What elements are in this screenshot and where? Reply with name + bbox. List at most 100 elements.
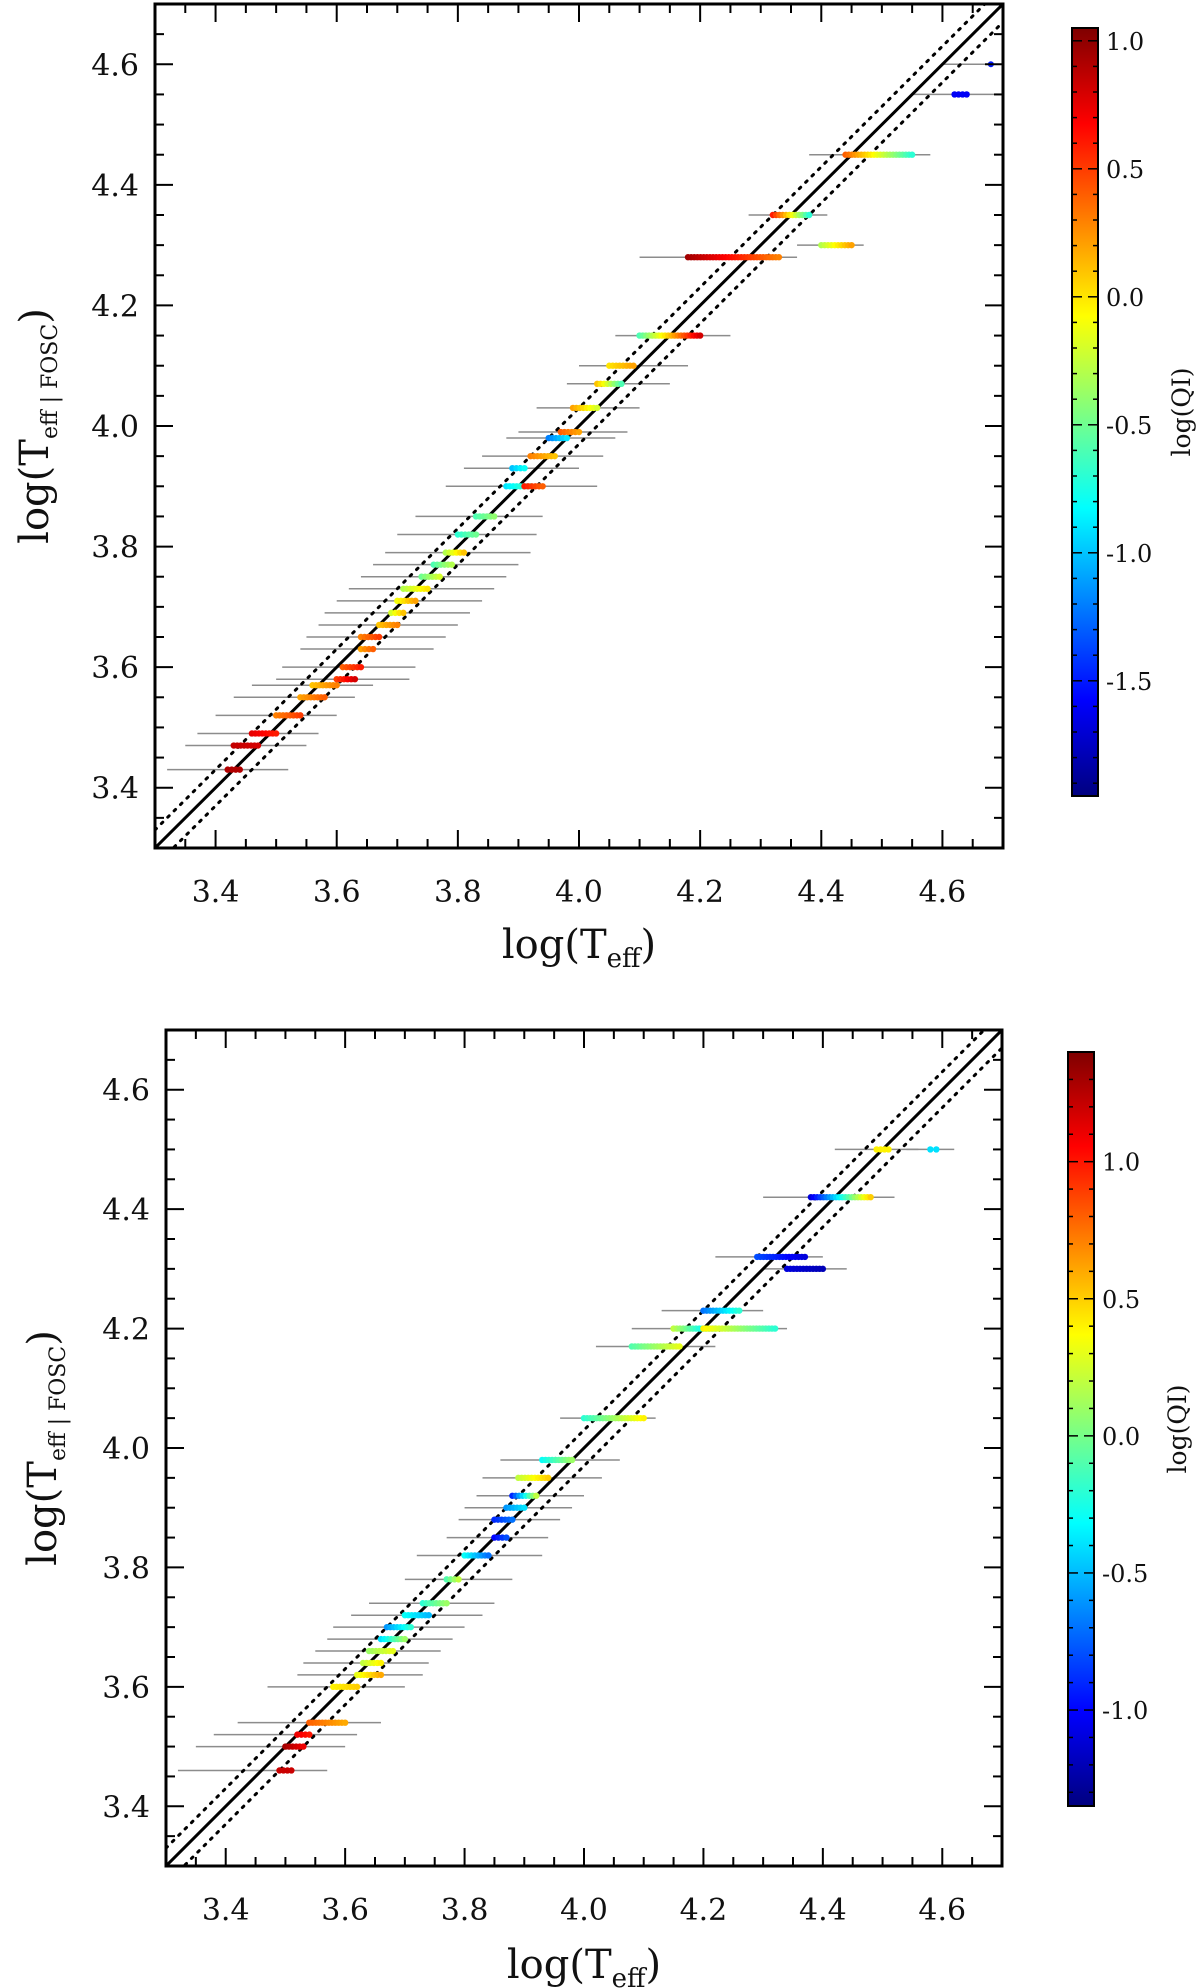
data-point bbox=[539, 483, 546, 490]
colorbar-tick-label: 0.5 bbox=[1102, 1286, 1140, 1314]
colorbar: 1.0 0.5 0.0 -0.5 -1.0 -1.5 log(QI) bbox=[1071, 27, 1196, 797]
colorbar: 1.0 0.5 0.0 -0.5 -1.0 log(QI) bbox=[1067, 1051, 1192, 1807]
data-point bbox=[353, 1683, 361, 1691]
data-point bbox=[455, 1576, 462, 1583]
x-tick-label: 3.8 bbox=[434, 875, 482, 910]
data-point bbox=[272, 730, 280, 737]
data-point bbox=[407, 1623, 415, 1631]
x-axis-label-close: ) bbox=[641, 922, 657, 968]
x-tick-label: 4.6 bbox=[918, 1893, 966, 1928]
y-tick-label: 4.6 bbox=[102, 1074, 150, 1109]
data-point bbox=[351, 676, 359, 683]
data-point bbox=[425, 1612, 432, 1619]
data-point bbox=[509, 1516, 516, 1523]
x-tick-label: 4.0 bbox=[560, 1893, 608, 1928]
colorbar-tick-label: 0.0 bbox=[1106, 284, 1144, 312]
data-point bbox=[848, 241, 855, 249]
data-point bbox=[819, 1265, 827, 1273]
x-tick-label: 4.2 bbox=[680, 1893, 728, 1928]
y-axis-label-sub: eff | FOSC bbox=[46, 1346, 71, 1461]
x-axis-label: log(Teff) bbox=[507, 1942, 661, 1988]
y-tick-label: 4.2 bbox=[91, 289, 139, 324]
data-point bbox=[503, 1534, 510, 1541]
colorbar-label: log(QI) bbox=[1167, 368, 1196, 457]
data-point bbox=[424, 585, 431, 592]
x-axis-label: log(Teff) bbox=[502, 922, 656, 974]
data-point bbox=[491, 513, 498, 520]
data-point bbox=[801, 1253, 809, 1261]
data-point bbox=[805, 211, 813, 219]
y-tick-label: 3.4 bbox=[91, 772, 139, 807]
y-tick-label: 4.6 bbox=[91, 48, 139, 83]
data-point bbox=[401, 1635, 409, 1643]
y-tick-label: 3.8 bbox=[91, 531, 139, 566]
colorbar-gradient bbox=[1067, 1051, 1095, 1807]
y-tick-label: 4.2 bbox=[102, 1313, 150, 1348]
data-point bbox=[254, 742, 262, 749]
data-point bbox=[630, 362, 637, 369]
y-tick-label: 4.0 bbox=[102, 1432, 150, 1467]
data-point bbox=[377, 1671, 385, 1679]
upper-bound-line bbox=[155, 4, 987, 832]
data-point bbox=[640, 1414, 647, 1422]
data-point bbox=[436, 573, 443, 580]
data-point bbox=[375, 633, 383, 641]
data-point bbox=[306, 1731, 313, 1738]
colorbar-tick-label: 1.0 bbox=[1106, 28, 1144, 56]
colorbar-tick-label: -0.5 bbox=[1102, 1560, 1148, 1588]
x-tick-label: 3.8 bbox=[441, 1893, 489, 1928]
y-tick-label: 4.0 bbox=[91, 410, 139, 445]
data-point bbox=[394, 621, 401, 629]
y-tick-label: 3.6 bbox=[102, 1671, 150, 1706]
lower-bound-line bbox=[181, 1046, 1002, 1866]
data-point bbox=[575, 428, 583, 436]
one-to-one-line bbox=[155, 4, 1003, 848]
data-point bbox=[297, 712, 304, 719]
x-tick-label: 4.0 bbox=[555, 875, 603, 910]
y-tick-label: 4.4 bbox=[91, 169, 139, 204]
y-axis-label-close: ) bbox=[12, 308, 58, 324]
y-axis-label-base: log(T bbox=[20, 1461, 66, 1566]
data-point bbox=[676, 1343, 683, 1350]
data-point bbox=[389, 1647, 397, 1655]
x-tick-label: 3.6 bbox=[321, 1893, 369, 1928]
data-point bbox=[521, 465, 528, 472]
data-point bbox=[563, 434, 571, 442]
data-point bbox=[288, 1767, 295, 1774]
data-point bbox=[400, 609, 407, 617]
colorbar-tick-label: -1.5 bbox=[1106, 668, 1152, 696]
plot-area bbox=[155, 4, 1003, 848]
y-axis-label-base: log(T bbox=[12, 439, 58, 544]
ticks bbox=[165, 1029, 1003, 1867]
x-tick-label: 4.2 bbox=[676, 875, 724, 910]
x-tick-label: 3.6 bbox=[313, 875, 361, 910]
data-point bbox=[618, 380, 625, 387]
data-point bbox=[568, 1456, 576, 1464]
colorbar-tick-label: 0.0 bbox=[1102, 1423, 1140, 1451]
ticks bbox=[154, 3, 1004, 849]
upper-bound-line bbox=[166, 1030, 987, 1850]
data-point bbox=[927, 1146, 934, 1153]
x-tick-label: 4.4 bbox=[799, 1893, 847, 1928]
data-point bbox=[593, 404, 601, 412]
colorbar-label: log(QI) bbox=[1163, 1385, 1192, 1474]
y-tick-label: 3.6 bbox=[91, 651, 139, 686]
colorbar-tick-label: -1.0 bbox=[1106, 540, 1152, 568]
data-point bbox=[933, 1146, 940, 1153]
data-point bbox=[908, 151, 916, 158]
data-point bbox=[867, 1194, 874, 1201]
y-tick-label: 3.8 bbox=[102, 1551, 150, 1586]
colorbar-tick-label: 1.0 bbox=[1102, 1149, 1140, 1177]
y-axis-label: log(Teff | FOSC) bbox=[12, 308, 63, 544]
colorbar-gradient bbox=[1071, 27, 1099, 797]
x-axis-label-sub: eff bbox=[607, 944, 643, 974]
data-point bbox=[333, 682, 340, 689]
colorbar-tick-label: -1.0 bbox=[1102, 1697, 1148, 1725]
data-point bbox=[521, 1504, 528, 1511]
data-point bbox=[775, 254, 783, 261]
colorbar-tick-label: -0.5 bbox=[1106, 412, 1152, 440]
one-to-one-line bbox=[166, 1030, 1002, 1866]
data-point bbox=[533, 1492, 540, 1499]
x-axis-label-base: log(T bbox=[502, 922, 607, 968]
data-point bbox=[321, 694, 328, 701]
